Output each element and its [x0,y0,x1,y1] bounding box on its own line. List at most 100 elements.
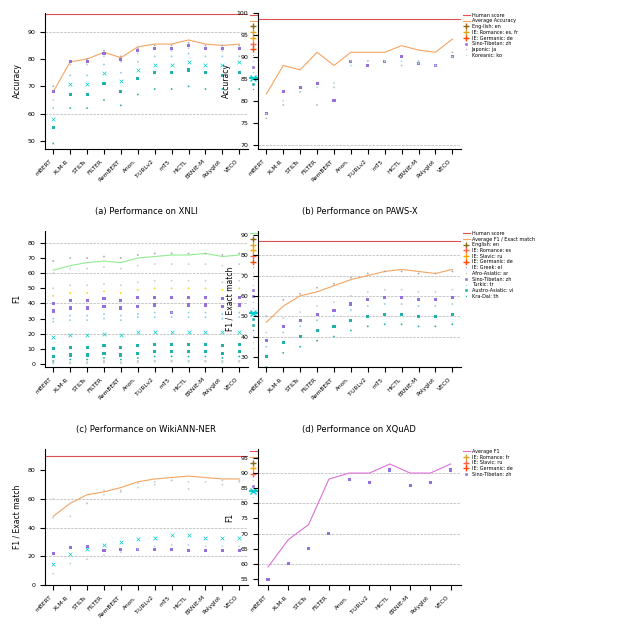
Point [166,35,177,45]
Point [217,480,227,490]
Point [116,357,126,368]
Point [217,239,227,249]
Point [48,114,58,124]
Point [184,312,194,322]
Point [397,52,407,62]
Point [184,259,194,269]
Point [278,328,289,338]
Point [99,95,109,105]
Point [200,59,211,69]
Point [166,357,177,367]
Point [430,301,440,311]
Point [278,30,289,40]
Point [166,235,177,245]
Point [132,65,143,75]
Point [346,256,356,266]
Point [312,254,322,265]
Point [363,321,373,331]
Point [116,32,126,43]
Point [217,301,227,312]
Point [295,289,305,299]
Point [150,533,160,543]
Point [184,351,194,361]
Point [99,357,109,367]
Point [116,86,126,97]
Point [217,71,227,81]
Point [150,339,160,349]
Point [413,279,424,289]
Point [430,295,440,305]
Point [234,84,244,94]
Point [380,299,390,309]
Point [380,56,390,66]
Point [48,245,58,256]
Point [116,67,126,78]
Point [48,283,58,293]
Point [430,311,440,321]
Point [184,38,194,48]
Point [385,459,395,469]
Point [261,65,271,75]
Point [99,309,109,319]
Point [65,480,76,490]
Point [150,300,160,310]
Point [48,358,58,368]
Point [217,261,227,271]
Point [312,25,322,36]
Point [166,312,177,322]
Point [329,95,339,106]
Point [65,354,76,364]
Point [65,57,76,67]
Point [48,306,58,316]
Point [65,253,76,263]
Point [425,456,435,466]
Point [200,249,211,259]
Point [82,315,92,325]
Point [234,43,244,53]
Point [65,103,76,113]
Point [116,48,126,59]
Point [234,351,244,361]
Point [385,450,395,460]
Point [116,238,126,248]
Legend: Human score, Average Accuracy, English: en, IE: Romance: es, fa, IE: Indo-Aryan:: Human score, Average Accuracy, English: … [250,13,309,92]
Point [150,67,160,78]
Point [150,38,160,48]
Point [346,248,356,258]
Point [346,56,356,66]
Point [217,357,227,368]
Point [363,287,373,297]
Point [132,544,143,555]
Point [48,513,58,523]
Point [261,113,271,123]
Point [99,357,109,368]
Point [234,312,244,322]
Point [184,356,194,366]
Point [200,35,211,45]
Point [430,287,440,297]
Point [82,342,92,352]
Point [132,285,143,295]
Point [312,301,322,311]
Point [116,76,126,86]
Point [150,356,160,366]
Point [200,230,211,240]
Point [329,30,339,40]
Point [132,341,143,351]
Point [261,52,271,62]
Point [303,544,314,554]
Point [445,450,456,460]
Point [363,43,373,53]
Point [116,46,126,56]
Point [65,238,76,248]
Point [234,233,244,244]
Point [116,315,126,325]
Point [344,468,355,478]
Point [385,450,395,460]
Point [217,277,227,287]
Point [48,250,58,260]
Point [166,307,177,317]
Point [324,468,334,478]
Point [132,293,143,303]
Point [132,57,143,67]
